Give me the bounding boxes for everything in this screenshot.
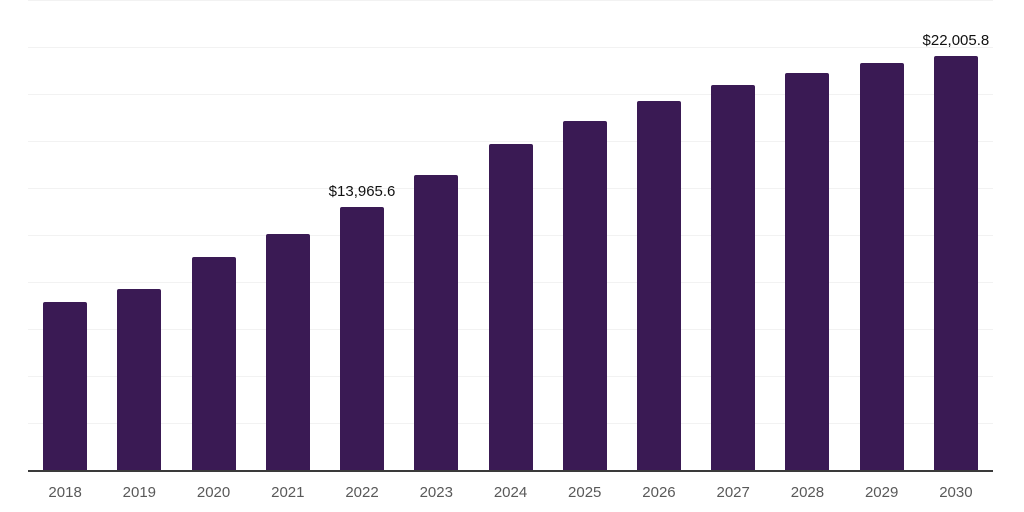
gridline: [28, 47, 993, 48]
x-tick-label-2029: 2029: [864, 484, 899, 501]
x-tick-label-2024: 2024: [493, 484, 528, 501]
x-tick-label-2018: 2018: [48, 484, 82, 501]
x-tick-label-2020: 2020: [196, 484, 231, 501]
x-tick-label-2025: 2025: [568, 484, 602, 501]
bar-2022[interactable]: [340, 207, 385, 470]
gridline: [28, 0, 993, 1]
x-tick-label-2027: 2027: [716, 484, 750, 501]
bar-2029[interactable]: [859, 62, 904, 470]
bar-2023[interactable]: [414, 174, 459, 470]
x-axis-line: [28, 470, 993, 472]
x-tick-label-2030: 2030: [939, 484, 973, 501]
gridline: [28, 94, 993, 95]
bar-2021[interactable]: [265, 233, 310, 470]
x-axis: 2018 2019 2020 2021 2022 2023 2024 2025 2026 2027…: [28, 484, 993, 504]
bar-value-label-2030: $22,005.8: [922, 32, 990, 50]
x-tick-label-2026: 2026: [642, 484, 676, 501]
bar-2018[interactable]: [43, 302, 88, 470]
bar-2019[interactable]: [117, 288, 162, 470]
bar-2030[interactable]: [933, 56, 978, 470]
plot-area: $13,965.6 $22,005.8: [28, 0, 993, 472]
x-tick-label-2021: 2021: [271, 484, 305, 501]
bar-value-label-2022: $13,965.6: [328, 183, 396, 201]
x-tick-label-2019: 2019: [122, 484, 157, 501]
bar-2024[interactable]: [488, 144, 533, 470]
gridline: [28, 141, 993, 142]
x-tick-label-2023: 2023: [419, 484, 453, 501]
bar-2028[interactable]: [785, 73, 830, 470]
bar-2026[interactable]: [636, 101, 681, 470]
bar-2027[interactable]: [711, 85, 756, 470]
bar-2025[interactable]: [562, 120, 607, 470]
bar-2020[interactable]: [191, 256, 236, 470]
x-tick-label-2022: 2022: [345, 484, 379, 501]
x-tick-label-2028: 2028: [790, 484, 825, 501]
